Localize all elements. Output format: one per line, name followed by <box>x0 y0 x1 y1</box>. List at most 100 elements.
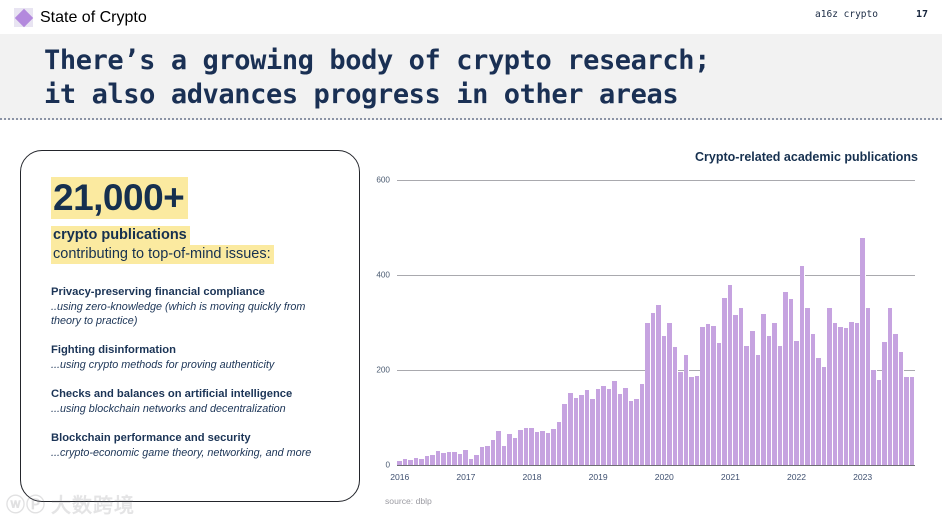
bar <box>562 404 568 465</box>
bar <box>755 354 762 465</box>
bar <box>413 458 420 465</box>
gridline: 400 <box>376 271 915 280</box>
x-axis-tick-label: 2016 <box>390 472 410 482</box>
subtitle-normal: contributing to top-of-mind issues: <box>51 245 274 264</box>
bar <box>435 450 442 465</box>
bar <box>463 449 469 465</box>
page-number: 17 <box>915 9 928 20</box>
bar <box>788 298 795 465</box>
big-number-row: 21,000+ <box>51 177 333 219</box>
bar <box>678 371 684 465</box>
bar <box>523 427 530 465</box>
bullet-heading: Checks and balances on artificial intell… <box>51 388 293 400</box>
y-axis-tick-label: 400 <box>376 270 390 280</box>
bar <box>490 440 497 465</box>
title-band: There’s a growing body of crypto researc… <box>0 34 942 120</box>
bar <box>700 327 706 465</box>
bar <box>419 458 425 465</box>
bar <box>573 397 580 465</box>
bar <box>601 386 607 465</box>
bar <box>430 454 436 465</box>
bar <box>683 354 690 465</box>
bar <box>865 308 872 465</box>
bar <box>501 446 508 465</box>
bar <box>645 322 651 465</box>
bar <box>667 322 673 465</box>
header-right: a16z crypto 17 <box>815 9 928 20</box>
bar <box>860 237 866 465</box>
bar <box>468 459 475 465</box>
bar <box>827 308 833 465</box>
bar <box>579 394 585 465</box>
x-axis-tick-label: 2022 <box>786 472 807 482</box>
chart-panel: Crypto-related academic publications 0 20… <box>370 140 930 515</box>
bar <box>705 324 712 465</box>
bar <box>810 333 817 465</box>
bullet-heading: Privacy-preserving financial compliance <box>51 286 265 298</box>
bar <box>446 451 453 465</box>
bar <box>777 346 784 465</box>
bar <box>402 459 409 465</box>
x-axis-tick-label: 2017 <box>456 472 476 482</box>
chart-plot-area: 0 200 400 600 <box>376 176 916 470</box>
bullet-heading: Blockchain performance and security <box>51 432 251 444</box>
chart-source: source: dblp <box>385 496 432 506</box>
bar <box>805 308 811 465</box>
bar-series <box>397 180 916 465</box>
bar <box>871 370 877 465</box>
x-axis-tick-label: 2023 <box>853 472 873 482</box>
bar <box>518 429 524 465</box>
slide-header: State of Crypto a16z crypto 17 <box>0 0 942 34</box>
bar <box>876 380 883 465</box>
bar <box>794 340 800 465</box>
bar <box>545 432 552 465</box>
brand-name: State of Crypto <box>40 8 147 26</box>
bar <box>854 322 861 465</box>
bar <box>716 343 723 465</box>
bar <box>507 433 513 465</box>
bar <box>485 446 491 465</box>
list-item: Checks and balances on artificial intell… <box>51 387 333 416</box>
bar <box>744 346 750 465</box>
bar <box>893 333 899 465</box>
bullet-heading: Fighting disinformation <box>51 344 176 356</box>
org-name: a16z crypto <box>815 9 878 20</box>
bar <box>595 389 602 465</box>
bar <box>761 313 767 465</box>
brand: State of Crypto <box>14 8 147 27</box>
bar <box>904 376 910 465</box>
list-item: Privacy-preserving financial compliance … <box>51 285 333 328</box>
bar <box>567 392 574 465</box>
page-title-line-1: There’s a growing body of crypto researc… <box>44 45 710 76</box>
bar <box>540 430 546 465</box>
bar <box>887 308 894 465</box>
bar <box>397 461 403 465</box>
bar <box>672 347 679 465</box>
bar <box>479 446 486 465</box>
bar <box>656 305 662 465</box>
gridline: 600 <box>376 176 915 185</box>
x-axis-tick-label: 2019 <box>588 472 608 482</box>
bar <box>551 428 557 465</box>
bar <box>408 460 414 465</box>
bar <box>722 297 728 465</box>
bar <box>628 401 635 465</box>
bullet-subtext: ...crypto-economic game theory, networki… <box>51 447 312 459</box>
y-axis-tick-label: 600 <box>376 175 390 185</box>
subtitle-bold-row: crypto publications <box>51 219 333 245</box>
x-axis-labels: 2016 2017 2018 2019 2020 2021 2022 2023 <box>390 472 915 486</box>
bar <box>909 376 916 465</box>
y-axis-tick-label: 200 <box>376 365 390 375</box>
bar <box>783 292 789 465</box>
x-axis-tick-label: 2020 <box>654 472 674 482</box>
bar <box>821 367 828 465</box>
bar <box>617 393 624 465</box>
bar <box>512 438 519 465</box>
bar <box>474 454 480 465</box>
bar <box>441 452 447 465</box>
bar <box>496 430 502 465</box>
list-item: Blockchain performance and security ...c… <box>51 431 333 460</box>
bar <box>452 452 458 465</box>
diamond-logo-icon <box>14 8 33 27</box>
